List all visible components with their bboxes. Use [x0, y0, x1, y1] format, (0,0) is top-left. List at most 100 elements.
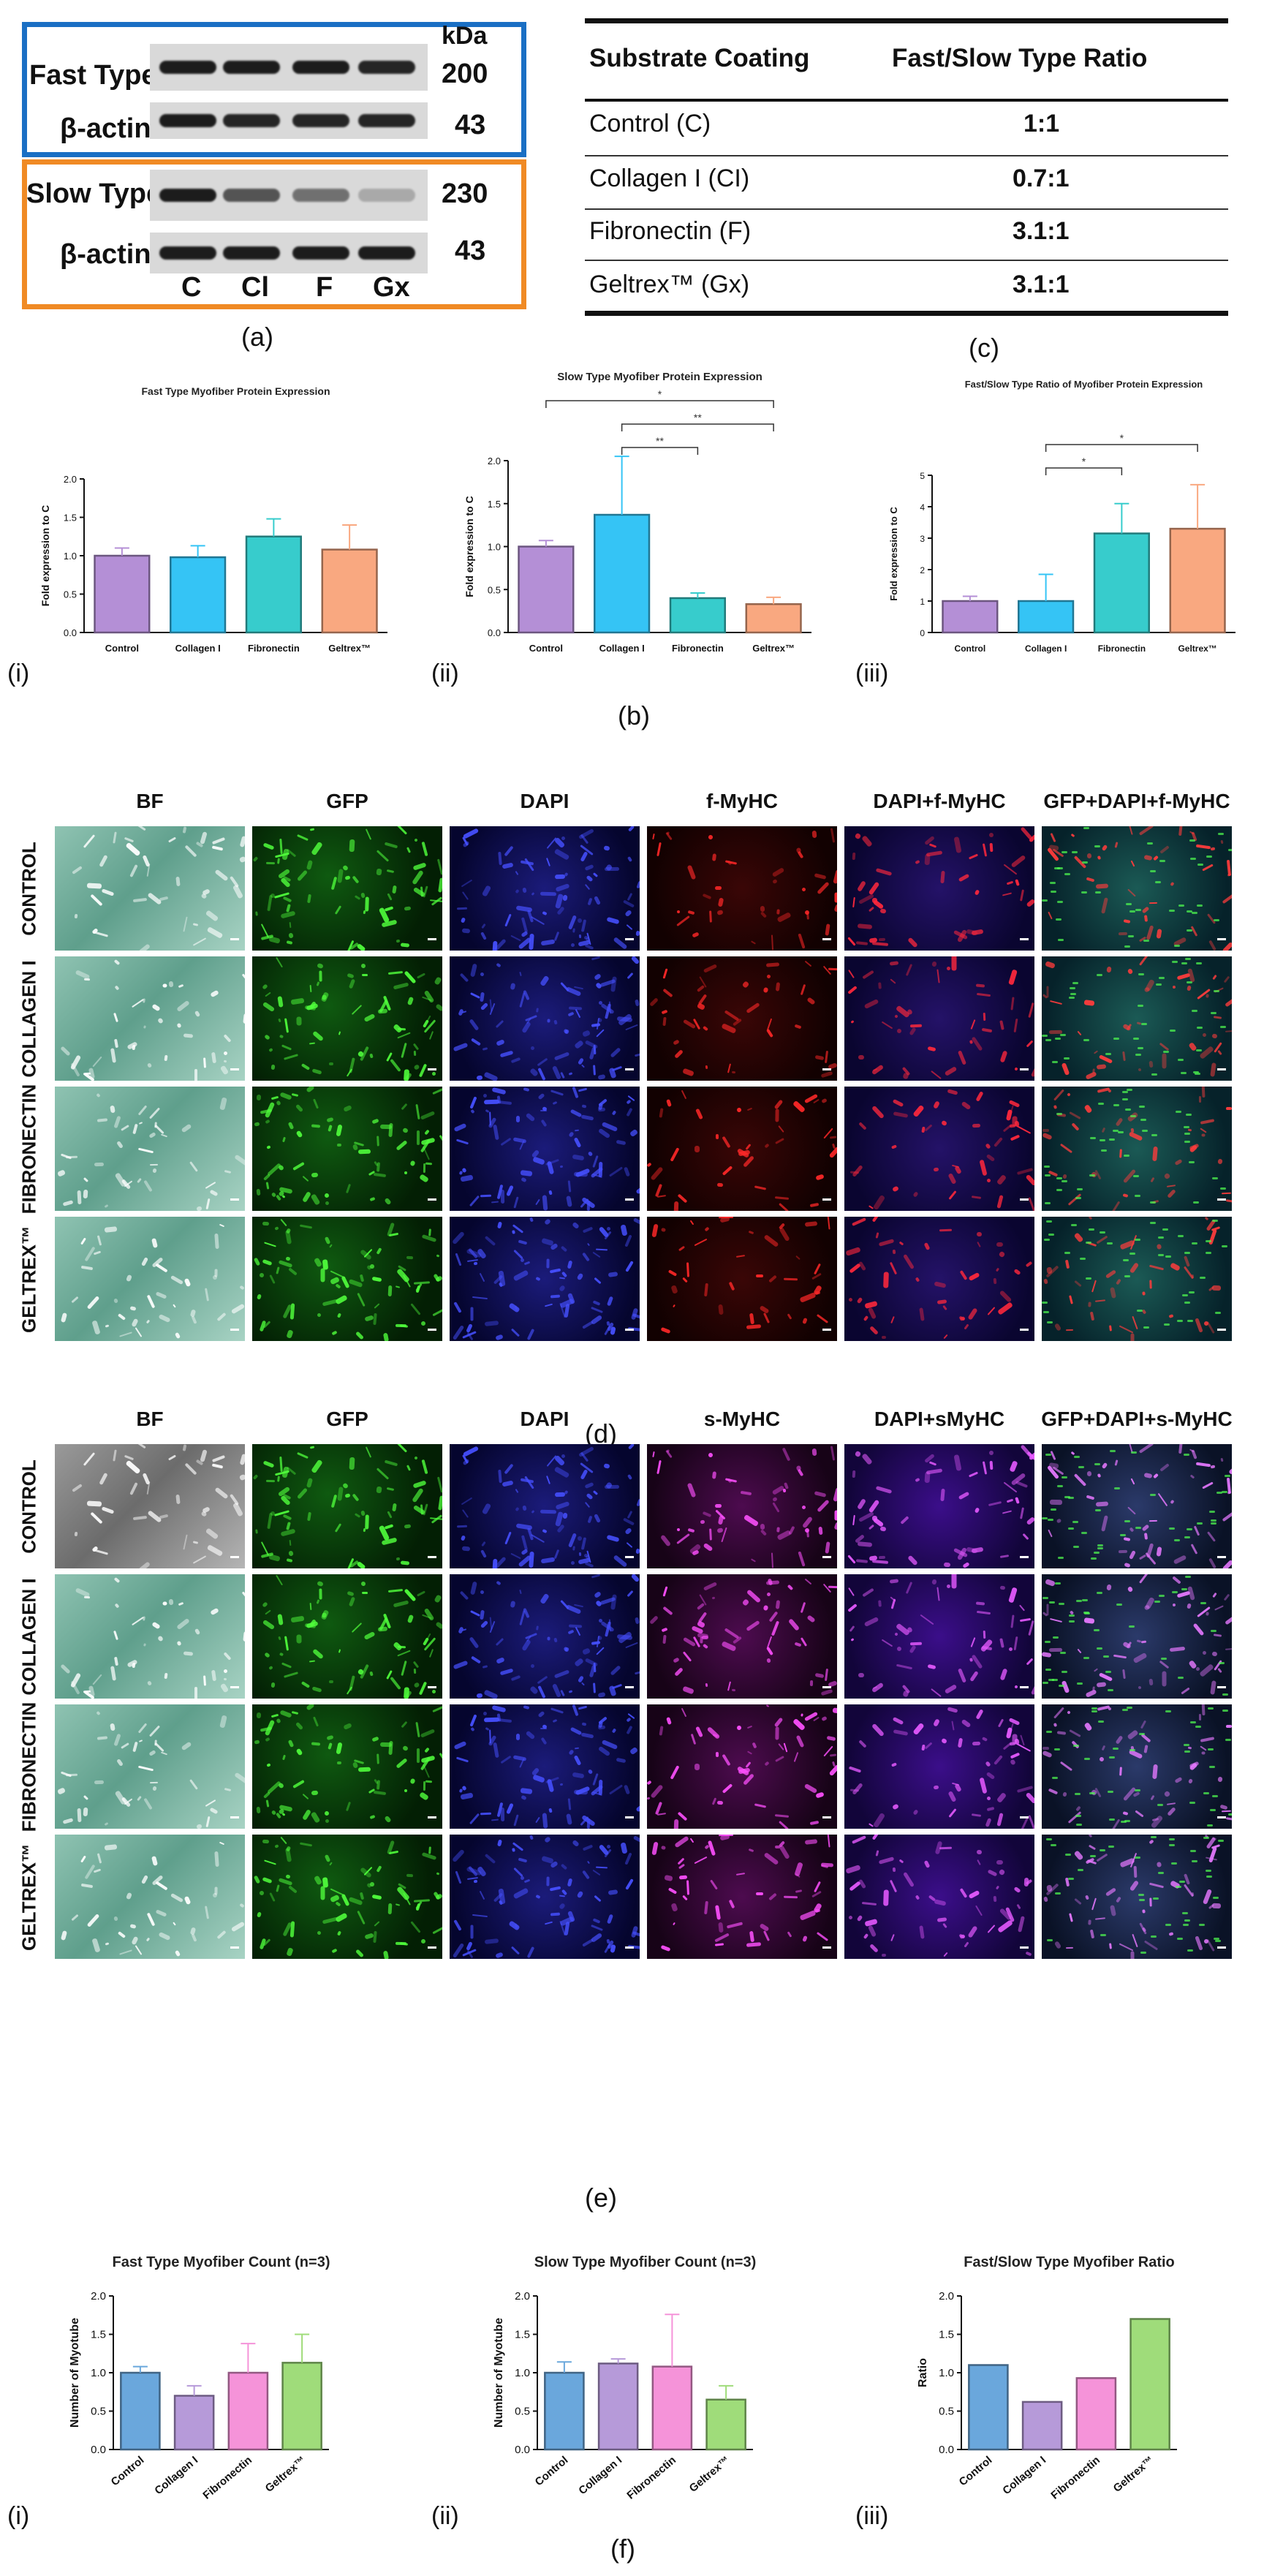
significance-bracket [545, 400, 774, 408]
y-tick-label: 1.5 [515, 2329, 530, 2341]
micrograph-gfp-dapi-f-myhc [1042, 1087, 1232, 1211]
micrograph-s-myhc [647, 1704, 837, 1829]
micrograph-gfp-dapi-s-myhc [1042, 1704, 1232, 1829]
x-tick-label: Fibronectin [1048, 2454, 1102, 2502]
bar [227, 2371, 269, 2451]
y-tick-label: 0.0 [939, 2444, 954, 2456]
bar [1169, 527, 1226, 634]
kda-label: kDa [442, 22, 488, 50]
grid-column-header: f-MyHC [706, 790, 778, 812]
bar [594, 513, 651, 634]
bar [669, 597, 726, 634]
micrograph-gfp-dapi-f-myhc [1042, 826, 1232, 951]
micrograph-gfp-dapi-f-myhc [1042, 1217, 1232, 1341]
blot-band [159, 114, 216, 127]
table-header-ratio: Fast/Slow Type Ratio [892, 44, 1148, 72]
micrograph-bf [55, 826, 245, 951]
y-tick-label: 0.5 [488, 584, 501, 595]
grid-column-header: DAPI+sMyHC [874, 1408, 1005, 1430]
bar [173, 2395, 215, 2451]
chart-title: Slow Type Myofiber Protein Expression [557, 371, 762, 383]
significance-bracket [621, 423, 774, 431]
y-tick-label: 0 [920, 628, 925, 638]
kda-200: 200 [442, 58, 488, 89]
y-tick-label: 0.5 [939, 2406, 954, 2418]
x-tick-label: Collagen I [576, 2454, 624, 2497]
bar [942, 600, 999, 634]
bar [518, 545, 575, 634]
x-tick-label: Geltrex™ [263, 2454, 309, 2495]
x-tick-label: Fibronectin [248, 643, 300, 654]
slow-type-label: Slow Type [26, 178, 162, 209]
blot-band [358, 189, 415, 202]
micrograph-gfp-dapi-f-myhc [1042, 956, 1232, 1081]
micrograph-s-myhc [647, 1835, 837, 1959]
micrograph-dapi [450, 1217, 640, 1341]
panel-a-label: (a) [241, 322, 273, 352]
micrograph-gfp [252, 1087, 442, 1211]
blot-band [292, 246, 349, 260]
x-tick-label: Collagen I [599, 643, 645, 654]
chart-panel-label: (i) [7, 2502, 29, 2530]
table-row-divider [585, 260, 1228, 261]
lane-label-cl: Cl [241, 272, 269, 303]
y-tick-label: 1.5 [488, 499, 501, 510]
grid-column-header: GFP+DAPI+f-MyHC [1043, 790, 1230, 812]
lane-label-c: C [181, 272, 202, 303]
chart-title: Fast/Slow Type Ratio of Myofiber Protein… [965, 379, 1203, 390]
table-row-coating: Fibronectin (F) [589, 217, 752, 245]
panel-f-label: (f) [610, 2534, 635, 2564]
micrograph-dapi-smyhc [844, 1835, 1034, 1959]
x-tick-label: Collagen I [1025, 643, 1067, 654]
bar [94, 554, 151, 634]
chart-panel-label: (iii) [855, 2502, 888, 2530]
table-row-coating: Control (C) [589, 110, 711, 137]
y-tick-label: 4 [920, 502, 925, 513]
blot-band [223, 114, 280, 127]
y-tick-label: 1 [920, 597, 925, 607]
significance-label: ** [694, 412, 702, 423]
y-axis-label: Fold expression to C [463, 496, 475, 597]
y-tick-label: 0.0 [91, 2444, 106, 2456]
micrograph-bf [55, 1217, 245, 1341]
bar [651, 2365, 693, 2451]
x-tick-label: Fibronectin [1098, 643, 1146, 654]
micrograph-dapi [450, 1835, 640, 1959]
micrograph-bf [55, 1574, 245, 1699]
x-tick-label: Control [109, 2454, 147, 2488]
x-tick-label: Control [105, 643, 139, 654]
micrograph-dapi-smyhc [844, 1574, 1034, 1699]
y-tick-label: 2.0 [939, 2290, 954, 2303]
table-bottom-rule [585, 311, 1228, 316]
panel-b-label: (b) [618, 700, 650, 730]
x-tick-label: Collagen I [152, 2454, 200, 2497]
blot-band [159, 61, 216, 74]
panel-e-label: (e) [585, 2183, 617, 2213]
y-axis-label: Fold expression to C [888, 507, 899, 601]
bar [544, 2371, 585, 2451]
table-row-ratio: 0.7:1 [1013, 165, 1070, 192]
blot-band [292, 189, 349, 202]
grid-column-header: s-MyHC [703, 1408, 781, 1430]
fast-type-label: Fast Type [29, 60, 157, 91]
bar [245, 535, 302, 634]
micrograph-dapi [450, 1704, 640, 1829]
x-tick-label: Geltrex™ [1111, 2454, 1157, 2495]
y-tick-label: 1.0 [488, 542, 501, 553]
x-tick-label: Fibronectin [200, 2454, 254, 2502]
x-tick-label: Geltrex™ [752, 643, 795, 654]
chart-panel-label: (i) [7, 660, 29, 687]
micrograph-dapi [450, 1444, 640, 1568]
bar [1093, 532, 1150, 634]
micrograph-s-myhc [647, 1444, 837, 1568]
y-tick-label: 5 [920, 471, 925, 481]
bar [1018, 600, 1075, 634]
chart-f-iii: Fast/Slow Type Myofiber Ratio 0.0 0.5 1.0 1.… [855, 2254, 1177, 2530]
kda-43-slow: 43 [455, 235, 486, 266]
blot-band [358, 61, 415, 74]
significance-label: * [658, 388, 662, 400]
y-tick-label: 0.0 [515, 2444, 530, 2456]
y-axis-label: Number of Myotube [69, 2318, 81, 2428]
y-tick-label: 0.5 [64, 589, 77, 600]
significance-bracket [1045, 467, 1123, 475]
